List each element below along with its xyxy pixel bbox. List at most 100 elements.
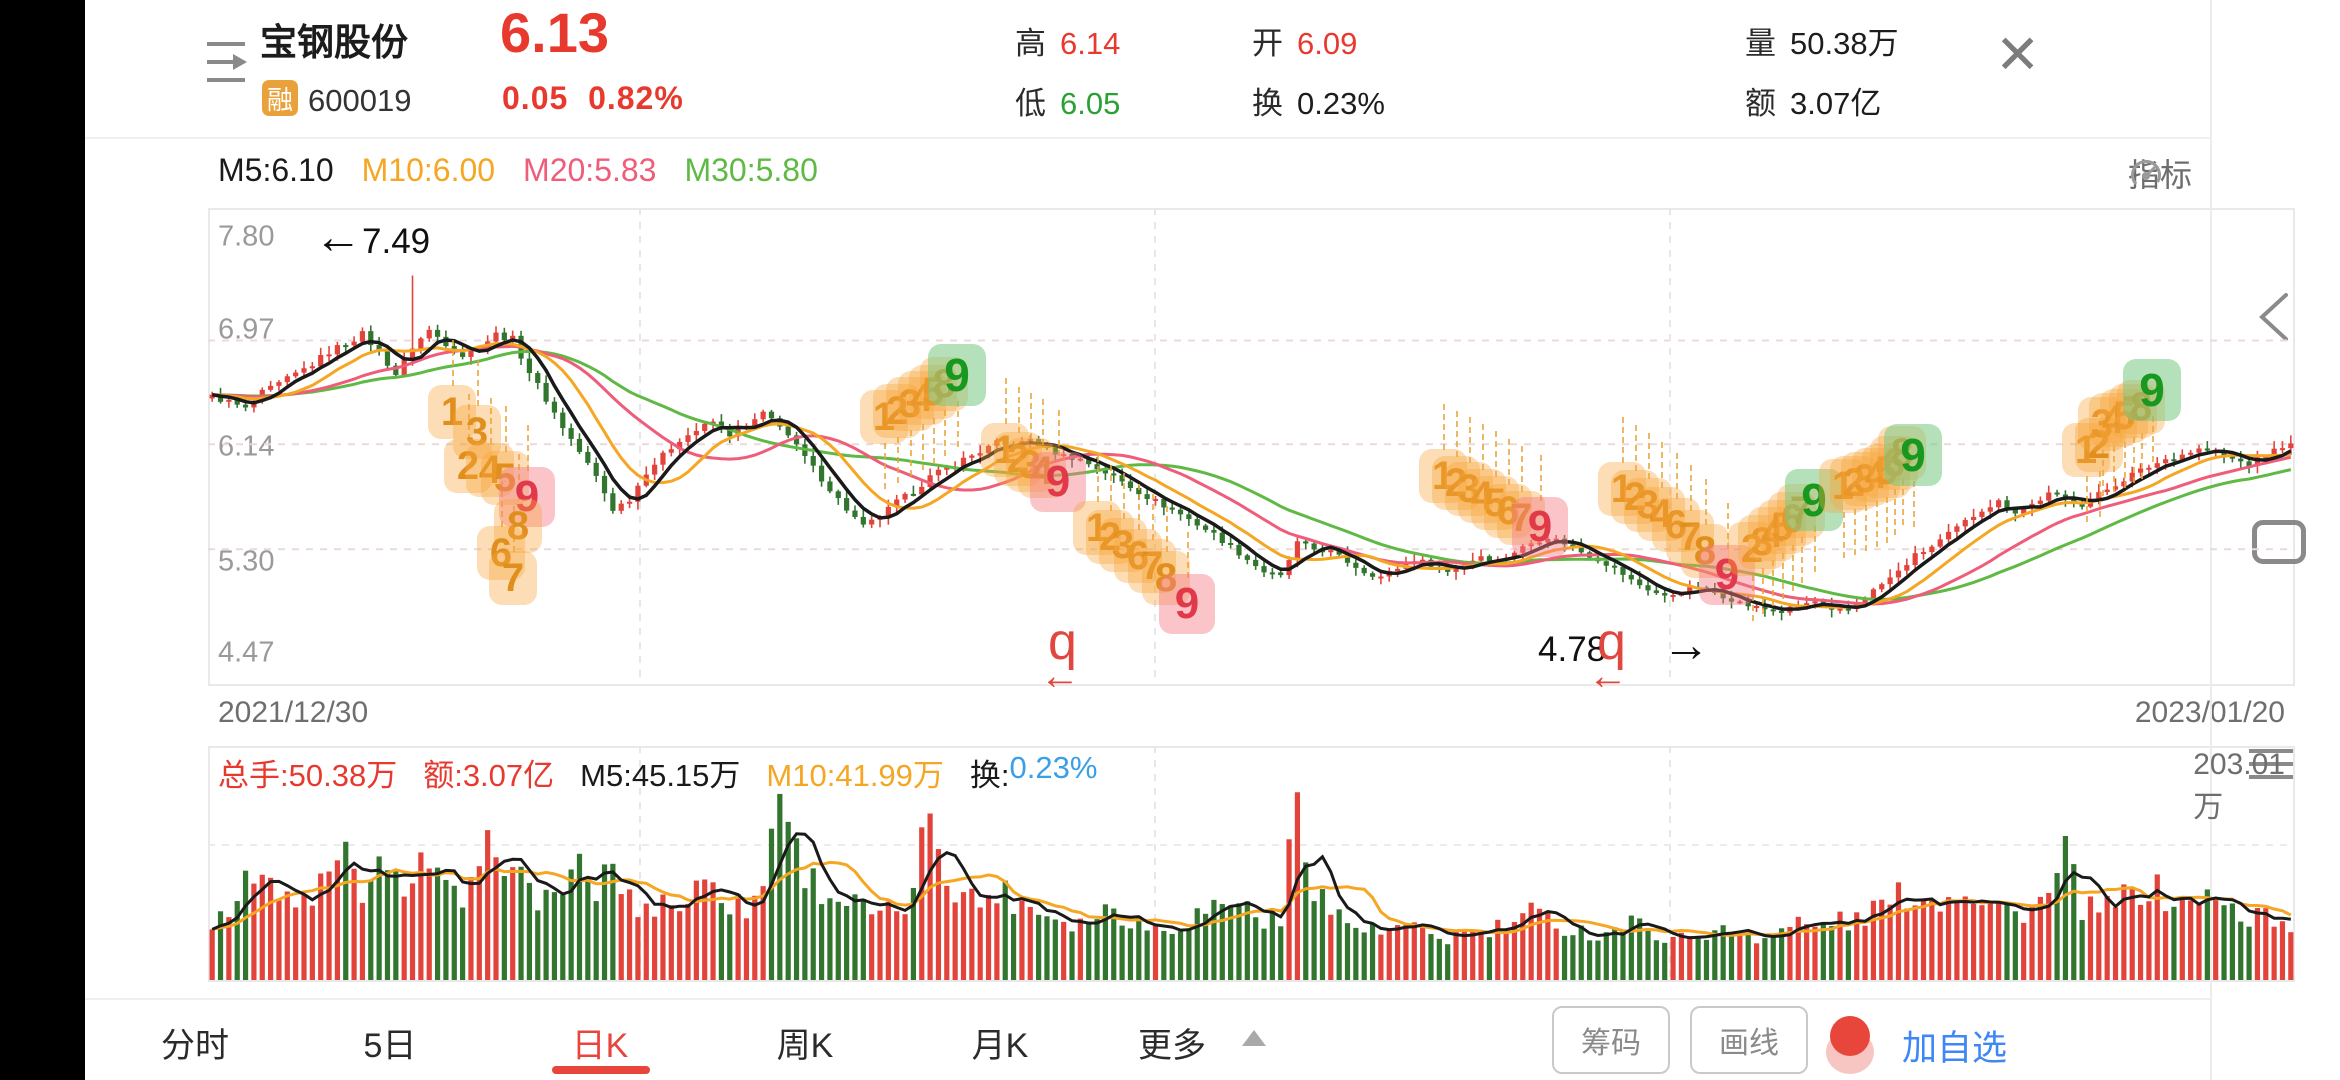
nine-turn-badge-5: 5 — [481, 451, 529, 505]
badge-tick — [1661, 442, 1663, 488]
nine-turn-badge-3: 3 — [886, 377, 934, 431]
nine-turn-badge-1: 1 — [860, 390, 908, 444]
nine-turn-badge-3: 3 — [1445, 462, 1493, 516]
nine-turn-badge-4: 4 — [2089, 393, 2137, 447]
add-watchlist-button[interactable]: 加自选 — [1902, 1029, 2008, 1068]
indicator-button[interactable]: 指标 — [2128, 150, 2192, 196]
price-annotation: 7.49 — [362, 222, 431, 261]
volume-value: 50.38万 — [1790, 26, 1899, 61]
nine-turn-badge-9: 9 — [1884, 424, 1942, 486]
nine-turn-badge-2: 2 — [2075, 418, 2123, 472]
vol-label-0: 总手:50.38万 — [218, 758, 398, 793]
badge-tick — [490, 398, 492, 444]
gauge-icon — [2131, 159, 2161, 186]
ma-label-1: M10:6.00 — [361, 152, 496, 188]
ma-label-0: M5:6.10 — [218, 152, 334, 188]
chip-筹码[interactable]: 筹码 — [1552, 1006, 1670, 1074]
date-end: 2023/01/20 — [2134, 696, 2285, 729]
gesture-mark: q — [1597, 613, 1626, 671]
home-square-icon[interactable] — [2252, 520, 2306, 564]
volume-chart-panel[interactable] — [208, 746, 2295, 982]
nine-turn-badge-9: 9 — [2123, 359, 2181, 421]
nine-turn-badge-3: 3 — [453, 405, 501, 459]
y-axis-label: 6.14 — [218, 430, 275, 463]
change-pct: 0.82% — [588, 80, 684, 116]
nine-turn-badge-9: 9 — [499, 467, 555, 527]
badge-tick — [1187, 532, 1189, 578]
volume-chart[interactable] — [208, 746, 2295, 982]
nine-turn-badge-1: 1 — [428, 385, 476, 439]
badge-tick — [1495, 431, 1497, 477]
more-caret-icon[interactable] — [1242, 1030, 1266, 1046]
badge-tick — [1676, 453, 1678, 499]
tab-月K[interactable]: 月K — [971, 1027, 1029, 1065]
nine-turn-badge-8: 8 — [1142, 551, 1190, 605]
badge-tick — [1792, 545, 1794, 591]
nine-turn-badge-6: 6 — [1652, 498, 1700, 552]
badge-tick — [2133, 437, 2135, 483]
badge-tick — [933, 418, 935, 464]
badge-tick — [2152, 416, 2154, 462]
badge-tick — [1854, 509, 1856, 555]
high-row: 高 6.14 — [1015, 26, 1121, 61]
close-icon[interactable]: ✕ — [1995, 25, 2041, 85]
switch-stock-icon[interactable] — [205, 38, 251, 88]
vol-label-5: 0.23% — [1009, 750, 1098, 785]
back-chevron-icon[interactable] — [2252, 291, 2300, 343]
badge-tick — [1762, 568, 1764, 614]
record-button[interactable] — [1830, 1016, 1870, 1056]
amount-row: 额 3.07亿 — [1745, 86, 1882, 121]
tab-日K[interactable]: 日K — [571, 1027, 629, 1065]
badge-tick — [1772, 560, 1774, 606]
tab-5日[interactable]: 5日 — [363, 1027, 417, 1065]
badge-tick — [1727, 503, 1729, 549]
nine-turn-badge-9: 9 — [1699, 545, 1755, 605]
nine-turn-badge-9: 9 — [1512, 497, 1568, 557]
nine-turn-badge-8: 8 — [1681, 524, 1729, 578]
price-chart-panel[interactable] — [208, 208, 2295, 686]
nine-turn-badge-6: 6 — [1114, 529, 1162, 583]
nine-turn-badge-2: 2 — [1611, 470, 1659, 524]
badge-tick — [897, 437, 899, 483]
badge-tick — [1705, 479, 1707, 525]
badge-tick — [2099, 471, 2101, 517]
ma-labels-row: M5:6.10 M10:6.00 M20:5.83 M30:5.80 — [218, 152, 818, 189]
badge-tick — [1902, 479, 1904, 525]
gesture-mark: q — [1048, 613, 1077, 671]
price-annotation: ← — [314, 211, 362, 264]
badge-tick — [1843, 512, 1845, 558]
badge-tick — [1443, 404, 1445, 450]
badge-tick — [1894, 489, 1896, 535]
badge-tick — [1110, 465, 1112, 511]
badge-tick — [1030, 393, 1032, 439]
badge-tick — [1801, 537, 1803, 583]
nine-turn-badge-3: 3 — [1099, 518, 1147, 572]
badge-tick — [477, 360, 479, 406]
nine-turn-badge-7: 7 — [1128, 539, 1176, 593]
nine-turn-badge-9: 9 — [1159, 574, 1215, 634]
tab-分时[interactable]: 分时 — [161, 1027, 229, 1065]
badge-tick — [1540, 455, 1542, 501]
badge-tick — [1752, 575, 1754, 621]
menu-lines-icon[interactable] — [2248, 748, 2294, 782]
nine-turn-badge-7: 7 — [489, 551, 537, 605]
badge-tick — [1166, 506, 1168, 552]
low-row: 低 6.05 — [1015, 86, 1121, 121]
badge-tick — [2113, 446, 2115, 492]
nine-turn-badge-4: 4 — [1637, 487, 1685, 541]
tab-更多[interactable]: 更多 — [1138, 1027, 1206, 1065]
nine-turn-badge-4: 4 — [1018, 444, 1066, 498]
chip-画线[interactable]: 画线 — [1690, 1006, 1808, 1074]
volume-row: 量 50.38万 — [1745, 26, 1899, 61]
candlestick-chart[interactable] — [208, 208, 2295, 686]
date-start: 2021/12/30 — [218, 696, 369, 729]
open-row: 开 6.09 — [1252, 26, 1358, 61]
tab-周K[interactable]: 周K — [776, 1027, 834, 1065]
nine-turn-badge-3: 3 — [1841, 452, 1889, 506]
badge-tick — [1876, 501, 1878, 547]
badge-tick — [1508, 439, 1510, 485]
badge-tick — [2141, 433, 2143, 479]
badge-tick — [1635, 425, 1637, 471]
price-annotation: 4.78 — [1538, 630, 1607, 669]
nine-turn-badge-1: 1 — [1598, 462, 1646, 516]
